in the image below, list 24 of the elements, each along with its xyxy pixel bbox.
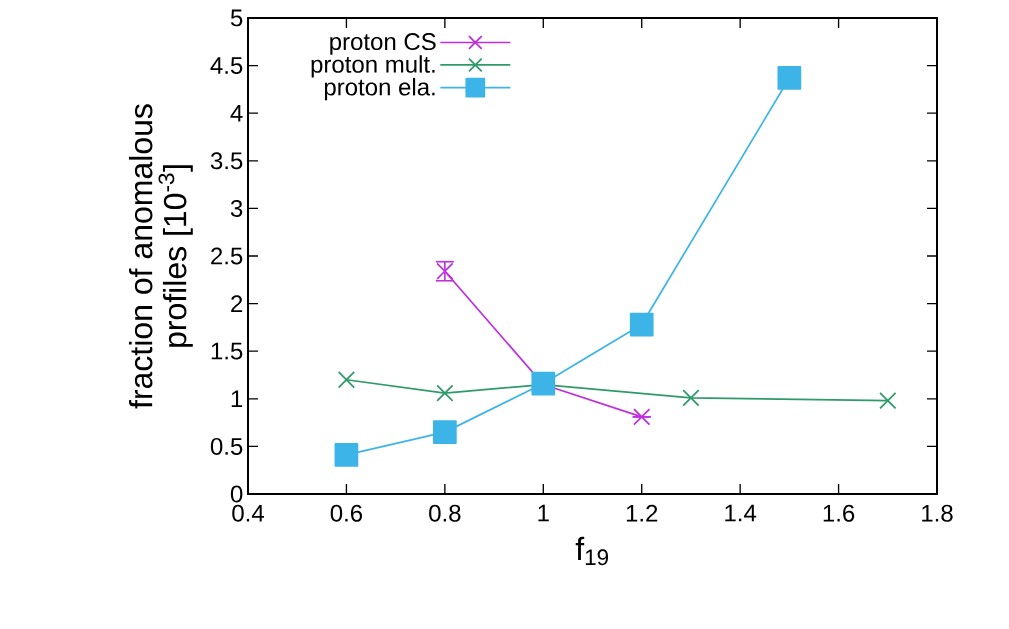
x-tick-label: 0.4 — [232, 504, 264, 522]
legend-label: proton ela. — [324, 77, 435, 101]
x-tick-label: 1 — [538, 504, 549, 522]
x-tick-label: 1.8 — [922, 504, 953, 522]
y-tick-label: 1.5 — [211, 342, 243, 360]
y-tick-label: 2 — [231, 295, 243, 312]
y-tick-label: 0.5 — [210, 437, 243, 455]
y-tick-label: 4 — [230, 104, 243, 122]
legend-label: proton mult. — [311, 55, 435, 78]
y-tick-label: 3 — [230, 199, 243, 217]
x-tick-label: 1.4 — [725, 504, 757, 522]
x-tick-label: 1.2 — [626, 504, 658, 522]
x-axis-title: f$_{19}$ — [575, 536, 609, 566]
x-tick-label: 0.8 — [429, 504, 461, 522]
y-tick-label: 3.5 — [210, 152, 243, 170]
y-tick-label: 2.5 — [211, 247, 243, 265]
y-tick-label: 5 — [230, 9, 243, 27]
x-tick-label: 1.6 — [823, 504, 855, 522]
legend-label: proton CS — [330, 33, 436, 55]
y-axis-title: fraction of anomalous profiles [10$^{-3}$] — [128, 104, 193, 409]
y-tick-label: 4.5 — [210, 57, 243, 74]
x-tick-label: 0.6 — [330, 504, 363, 522]
y-tick-label: 0 — [230, 485, 243, 503]
y-tick-label: 1 — [231, 390, 243, 408]
